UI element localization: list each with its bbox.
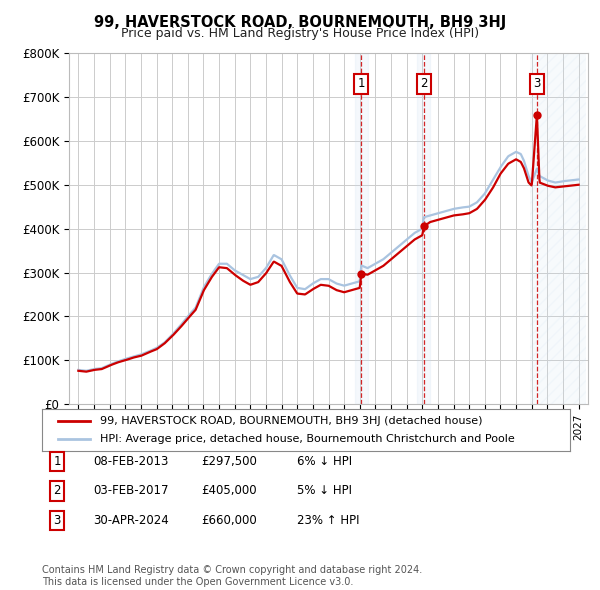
Text: 6% ↓ HPI: 6% ↓ HPI [297,455,352,468]
Text: £297,500: £297,500 [201,455,257,468]
Text: £405,000: £405,000 [201,484,257,497]
Text: 3: 3 [53,514,61,527]
Text: Price paid vs. HM Land Registry's House Price Index (HPI): Price paid vs. HM Land Registry's House … [121,27,479,40]
Bar [355,53,368,404]
Text: 30-APR-2024: 30-APR-2024 [93,514,169,527]
Text: £660,000: £660,000 [201,514,257,527]
Text: 5% ↓ HPI: 5% ↓ HPI [297,484,352,497]
Bar [417,53,430,404]
Text: 2: 2 [420,77,427,90]
Text: 03-FEB-2017: 03-FEB-2017 [93,484,169,497]
Text: 08-FEB-2013: 08-FEB-2013 [93,455,169,468]
Text: 99, HAVERSTOCK ROAD, BOURNEMOUTH, BH9 3HJ: 99, HAVERSTOCK ROAD, BOURNEMOUTH, BH9 3H… [94,15,506,30]
Text: Contains HM Land Registry data © Crown copyright and database right 2024.
This d: Contains HM Land Registry data © Crown c… [42,565,422,587]
Text: 3: 3 [533,77,541,90]
Text: HPI: Average price, detached house, Bournemouth Christchurch and Poole: HPI: Average price, detached house, Bour… [100,434,515,444]
Text: 1: 1 [358,77,365,90]
Bar [530,53,586,404]
Text: 2: 2 [53,484,61,497]
Text: 99, HAVERSTOCK ROAD, BOURNEMOUTH, BH9 3HJ (detached house): 99, HAVERSTOCK ROAD, BOURNEMOUTH, BH9 3H… [100,416,482,426]
Text: 1: 1 [53,455,61,468]
Text: 23% ↑ HPI: 23% ↑ HPI [297,514,359,527]
